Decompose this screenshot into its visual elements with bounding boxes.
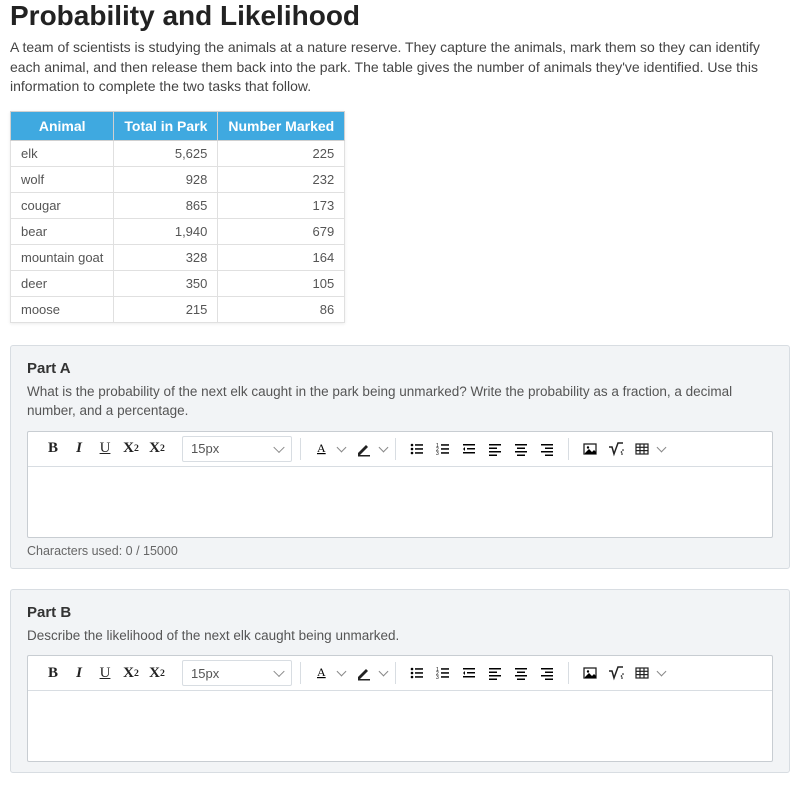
part-a-prompt: What is the probability of the next elk … <box>27 383 773 421</box>
cell-animal: mountain goat <box>11 244 114 270</box>
cell-total: 328 <box>114 244 218 270</box>
bullet-list-icon[interactable] <box>404 660 430 686</box>
cell-marked: 173 <box>218 192 345 218</box>
number-list-icon[interactable]: 123 <box>430 660 456 686</box>
part-a-title: Part A <box>27 360 773 377</box>
chevron-down-icon[interactable] <box>379 442 389 452</box>
svg-text:A: A <box>317 665 326 679</box>
col-total: Total in Park <box>114 111 218 140</box>
font-size-select[interactable]: 15px <box>182 436 292 462</box>
part-b-panel: Part B Describe the likelihood of the ne… <box>10 589 790 774</box>
cell-marked: 105 <box>218 270 345 296</box>
char-count-a: Characters used: 0 / 15000 <box>27 544 773 558</box>
table-row: wolf928232 <box>11 166 345 192</box>
outdent-icon[interactable] <box>456 660 482 686</box>
number-list-icon[interactable]: 123 <box>430 436 456 462</box>
editor-toolbar: B I U X2 X2 15px A <box>28 432 772 467</box>
table-body: elk5,625225wolf928232cougar865173bear1,9… <box>11 140 345 322</box>
part-a-editor: B I U X2 X2 15px A <box>27 431 773 538</box>
subscript-icon[interactable]: X2 <box>144 660 170 686</box>
cell-animal: bear <box>11 218 114 244</box>
align-left-icon[interactable] <box>482 436 508 462</box>
part-b-title: Part B <box>27 604 773 621</box>
chevron-down-icon[interactable] <box>337 442 347 452</box>
part-b-prompt: Describe the likelihood of the next elk … <box>27 627 773 646</box>
align-center-icon[interactable] <box>508 660 534 686</box>
table-icon[interactable] <box>629 660 655 686</box>
align-right-icon[interactable] <box>534 436 560 462</box>
part-a-textarea[interactable] <box>28 467 772 537</box>
part-b-textarea[interactable] <box>28 691 772 761</box>
cell-animal: wolf <box>11 166 114 192</box>
cell-total: 5,625 <box>114 140 218 166</box>
separator <box>300 438 301 460</box>
part-a-panel: Part A What is the probability of the ne… <box>10 345 790 569</box>
cell-total: 865 <box>114 192 218 218</box>
col-animal: Animal <box>11 111 114 140</box>
cell-total: 215 <box>114 296 218 322</box>
italic-icon[interactable]: I <box>66 660 92 686</box>
editor-toolbar: B I U X2 X2 15px A <box>28 656 772 691</box>
highlight-icon[interactable] <box>351 436 377 462</box>
italic-icon[interactable]: I <box>66 436 92 462</box>
separator <box>300 662 301 684</box>
chevron-down-icon[interactable] <box>657 442 667 452</box>
font-color-icon[interactable]: A <box>309 436 335 462</box>
table-row: elk5,625225 <box>11 140 345 166</box>
align-left-icon[interactable] <box>482 660 508 686</box>
font-color-icon[interactable]: A <box>309 660 335 686</box>
table-row: deer350105 <box>11 270 345 296</box>
svg-text:3: 3 <box>436 451 439 457</box>
table-icon[interactable] <box>629 436 655 462</box>
cell-animal: deer <box>11 270 114 296</box>
cell-marked: 86 <box>218 296 345 322</box>
cell-total: 1,940 <box>114 218 218 244</box>
col-marked: Number Marked <box>218 111 345 140</box>
separator <box>568 438 569 460</box>
math-icon[interactable] <box>603 436 629 462</box>
table-header-row: Animal Total in Park Number Marked <box>11 111 345 140</box>
highlight-icon[interactable] <box>351 660 377 686</box>
table-row: bear1,940679 <box>11 218 345 244</box>
cell-animal: cougar <box>11 192 114 218</box>
table-row: moose21586 <box>11 296 345 322</box>
svg-text:3: 3 <box>436 675 439 681</box>
cell-marked: 232 <box>218 166 345 192</box>
bullet-list-icon[interactable] <box>404 436 430 462</box>
cell-animal: moose <box>11 296 114 322</box>
cell-total: 350 <box>114 270 218 296</box>
image-icon[interactable] <box>577 436 603 462</box>
subscript-icon[interactable]: X2 <box>144 436 170 462</box>
table-row: mountain goat328164 <box>11 244 345 270</box>
outdent-icon[interactable] <box>456 436 482 462</box>
bold-icon[interactable]: B <box>40 436 66 462</box>
separator <box>395 662 396 684</box>
separator <box>568 662 569 684</box>
superscript-icon[interactable]: X2 <box>118 660 144 686</box>
superscript-icon[interactable]: X2 <box>118 436 144 462</box>
separator <box>395 438 396 460</box>
font-size-select[interactable]: 15px <box>182 660 292 686</box>
cell-animal: elk <box>11 140 114 166</box>
cell-marked: 225 <box>218 140 345 166</box>
align-right-icon[interactable] <box>534 660 560 686</box>
animal-data-table: Animal Total in Park Number Marked elk5,… <box>10 111 345 323</box>
cell-marked: 164 <box>218 244 345 270</box>
cell-marked: 679 <box>218 218 345 244</box>
svg-text:A: A <box>317 441 326 455</box>
bold-icon[interactable]: B <box>40 660 66 686</box>
cell-total: 928 <box>114 166 218 192</box>
table-row: cougar865173 <box>11 192 345 218</box>
align-center-icon[interactable] <box>508 436 534 462</box>
intro-text: A team of scientists is studying the ani… <box>10 38 790 97</box>
underline-icon[interactable]: U <box>92 660 118 686</box>
page-title: Probability and Likelihood <box>10 0 790 32</box>
image-icon[interactable] <box>577 660 603 686</box>
math-icon[interactable] <box>603 660 629 686</box>
underline-icon[interactable]: U <box>92 436 118 462</box>
